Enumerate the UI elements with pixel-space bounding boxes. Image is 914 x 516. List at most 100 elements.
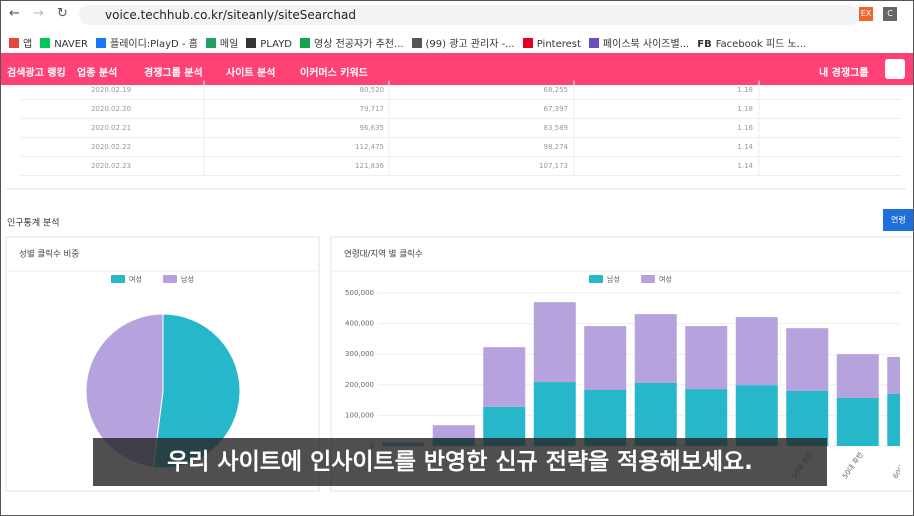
bookmark-label[interactable]: Pinterest: [536, 39, 581, 50]
qr-button[interactable]: [885, 59, 905, 79]
bookmark-icon: [205, 38, 216, 48]
bookmark-icon: FB: [697, 39, 712, 50]
table-cell: 2020.02.22: [91, 143, 131, 151]
bookmark[interactable]: (99) 광고 관리자 -...: [411, 35, 515, 50]
bookmark[interactable]: 앱: [9, 35, 32, 50]
bookmark-label[interactable]: Facebook 피드 노...: [715, 39, 807, 50]
table-cell: 80,520: [360, 86, 385, 94]
table-cell: 83,589: [544, 124, 569, 132]
browser-toolbar: ← → ↻ voice.techhub.co.kr/siteanly/siteS…: [1, 1, 913, 30]
bookmark[interactable]: 플레이디:PlayD - 홈: [96, 35, 198, 50]
bar-segment: [685, 389, 728, 446]
table-cell: 2020.02.21: [91, 124, 131, 132]
bar-segment: [735, 385, 778, 446]
table-cell: 1.14: [737, 143, 753, 151]
bookmark-icon: [588, 38, 599, 48]
bookmark-icon: [40, 38, 51, 48]
table-cell: 2020.02.23: [91, 162, 131, 170]
bar-segment: [786, 390, 829, 446]
bar-segment: [584, 326, 627, 391]
bookmark-label[interactable]: 페이스북 사이즈별...: [602, 39, 690, 50]
reload-button[interactable]: ↻: [57, 6, 68, 21]
nav-item[interactable]: 검색광고 랭킹: [7, 68, 66, 79]
bookmark-icon: [522, 38, 533, 48]
bookmark-icon: [246, 38, 257, 48]
chart-title: 성별 클릭수 비중: [19, 249, 79, 260]
button[interactable]: [883, 209, 913, 231]
bar-segment: [483, 347, 526, 407]
legend-swatch: [641, 275, 655, 283]
extension[interactable]: EX: [859, 7, 873, 21]
table-cell: 1.18: [737, 86, 753, 94]
address-bar[interactable]: voice.techhub.co.kr/siteanly/siteSearcha…: [79, 5, 859, 25]
bookmark-label[interactable]: (99) 광고 관리자 -...: [425, 39, 515, 50]
extension[interactable]: C: [883, 7, 897, 21]
bar-segment: [887, 393, 900, 446]
nav-item[interactable]: 경쟁그룹 분석: [144, 68, 203, 79]
chart-title: 연령대/지역 별 클릭수: [344, 249, 423, 260]
bar-segment: [432, 425, 475, 439]
nav-item[interactable]: 이커머스 키워드: [300, 68, 368, 79]
table-cell: 121,836: [355, 162, 384, 170]
bookmark-label[interactable]: PLAYD: [260, 39, 293, 50]
bookmark[interactable]: FB Facebook 피드 노...: [697, 35, 806, 50]
table-cell: 2020.02.19: [91, 86, 131, 94]
bar-segment: [533, 382, 576, 446]
nav-right[interactable]: 내 경쟁그룹: [819, 68, 869, 79]
bar-segment: [634, 314, 677, 383]
y-tick-label: 100,000: [345, 411, 374, 419]
bar-segment: [533, 302, 576, 383]
y-tick-label: 400,000: [345, 320, 374, 328]
nav-bar: 내 경쟁그룹 검색광고 랭킹 업종 분석 경쟁그룹 분석 사이트 분석 이커머스 키워드: [1, 53, 913, 85]
bookmark[interactable]: NAVER: [40, 38, 88, 50]
bookmark-icon: [411, 38, 422, 48]
bar-segment: [887, 356, 900, 394]
table-cell: 96,635: [360, 124, 385, 132]
table-cell: 1.16: [737, 124, 753, 132]
forward-button[interactable]: →: [33, 6, 44, 21]
legend-label: 여성: [129, 275, 142, 284]
bookmark[interactable]: 페이스북 사이즈별...: [588, 35, 690, 50]
bookmarks-bar: 앱 NAVER 플레이디:PlayD - 홈 메일 PLAYD 영상 전공자가 추천...…: [1, 29, 913, 53]
legend-label: 남성: [181, 275, 194, 284]
bookmark-icon: [96, 38, 106, 48]
video-subtitle: 우리 사이트에 인사이트를 반영한 신규 전략을 적용해보세요.: [93, 438, 827, 486]
bookmark-icon: [9, 38, 19, 48]
section-title: 인구통계 분석: [7, 217, 60, 229]
bar-segment: [786, 328, 829, 391]
bookmark-label[interactable]: 메일: [219, 39, 239, 50]
nav-item[interactable]: 업종 분석: [77, 68, 118, 79]
y-tick-label: 500,000: [345, 289, 374, 297]
table-cell: 1.18: [737, 105, 753, 113]
legend-swatch: [589, 275, 603, 283]
table-cell: 1.14: [737, 162, 753, 170]
bar-segment: [584, 390, 627, 446]
bookmark-label[interactable]: 플레이디:PlayD - 홈: [110, 39, 198, 50]
y-tick-label: 200,000: [345, 381, 374, 389]
legend-swatch: [111, 275, 125, 283]
bookmark[interactable]: PLAYD: [246, 38, 292, 50]
back-button[interactable]: ←: [9, 6, 20, 21]
bar-segment: [685, 326, 728, 390]
table-cell: 112,475: [355, 143, 384, 151]
bookmark[interactable]: 메일: [205, 35, 239, 50]
bookmark-label[interactable]: 영상 전공자가 추천...: [314, 39, 404, 50]
bookmark[interactable]: Pinterest: [522, 38, 581, 50]
table-cell: 67,397: [544, 105, 569, 113]
legend-swatch: [163, 275, 177, 283]
nav-item[interactable]: 사이트 분석: [226, 68, 276, 79]
table-cell: 79,717: [360, 105, 385, 113]
bookmark-label[interactable]: 앱: [23, 39, 33, 50]
bar-segment: [735, 317, 778, 386]
bookmark-icon: [300, 38, 311, 48]
legend-label: 여성: [659, 275, 672, 284]
bookmark[interactable]: 영상 전공자가 추천...: [300, 35, 404, 50]
table-cell: 98,274: [544, 143, 569, 151]
y-tick-label: 300,000: [345, 350, 374, 358]
table-cell: 68,255: [544, 86, 569, 94]
button-label[interactable]: 연령: [891, 216, 906, 225]
bar-segment: [836, 354, 879, 398]
bookmark-label[interactable]: NAVER: [54, 39, 88, 50]
